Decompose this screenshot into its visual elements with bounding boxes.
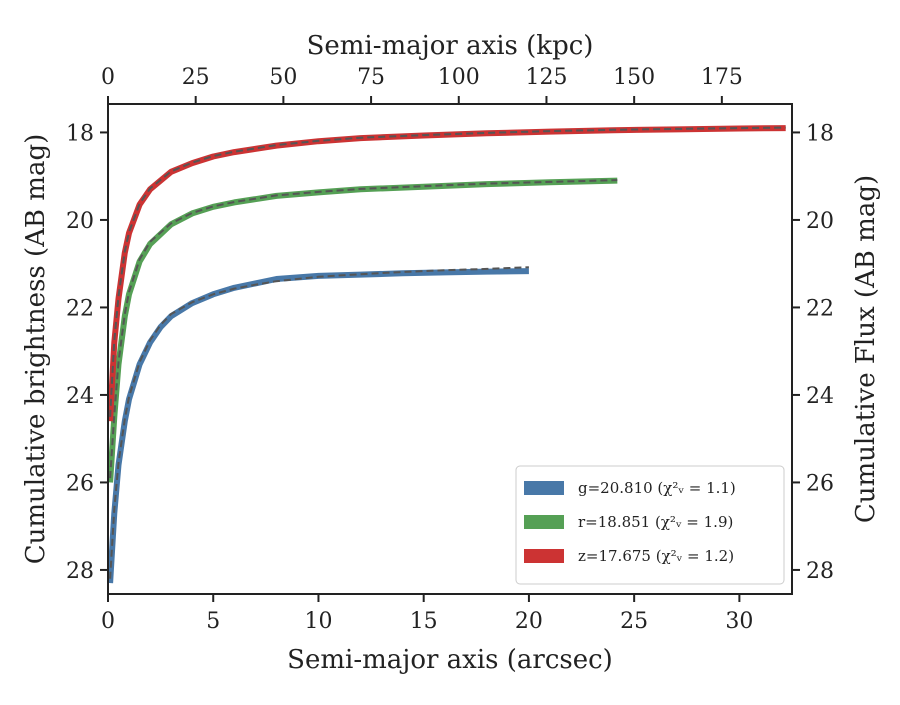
y-axis-right-title: Cumulative Flux (AB mag)	[851, 175, 881, 523]
y-right-tick-label: 28	[806, 559, 834, 584]
model-line-g	[109, 266, 529, 579]
x-top-tick-label: 175	[701, 65, 743, 90]
y-right-tick-label: 18	[806, 121, 834, 146]
y-right-tick-label: 22	[806, 296, 834, 321]
x-top-tick-label: 50	[269, 65, 297, 90]
x-tick-label: 30	[725, 609, 753, 634]
y-tick-label: 28	[66, 559, 94, 584]
legend-swatch-r	[524, 515, 564, 529]
legend-box	[515, 465, 785, 585]
legend-label-g: g=20.810 (χ²ᵥ = 1.1)	[578, 479, 736, 497]
plot-frame	[107, 103, 793, 595]
curves-layer	[107, 125, 786, 584]
legend: g=20.810 (χ²ᵥ = 1.1) r=18.851 (χ²ᵥ = 1.9)…	[515, 465, 785, 585]
model-line-z	[109, 126, 786, 417]
y-tick-label: 20	[66, 209, 94, 234]
y-right-tick-label: 20	[806, 209, 834, 234]
x-axis-top-title: Semi-major axis (kpc)	[307, 31, 594, 61]
x-top-tick-label: 25	[182, 65, 210, 90]
legend-label-z: z=17.675 (χ²ᵥ = 1.2)	[578, 547, 734, 565]
x-tick-label: 0	[101, 609, 115, 634]
legend-swatch-z	[524, 549, 564, 563]
x-tick-label: 5	[206, 609, 220, 634]
series-line-r	[107, 177, 618, 483]
x-top-tick-label: 100	[438, 65, 480, 90]
y-tick-label: 24	[66, 384, 94, 409]
model-line-r	[109, 179, 618, 479]
x-top-tick-label: 0	[101, 65, 115, 90]
y-right-tick-label: 24	[806, 384, 834, 409]
x-tick-label: 10	[304, 609, 332, 634]
x-top-tick-label: 125	[525, 65, 567, 90]
x-tick-label: 15	[410, 609, 438, 634]
y-axis-title: Cumulative brightness (AB mag)	[21, 134, 51, 565]
x-top-tick-label: 150	[613, 65, 655, 90]
legend-label-r: r=18.851 (χ²ᵥ = 1.9)	[578, 513, 733, 531]
ticks-layer: 0 5 10 15 20 25 30 0 25 50 75 100 125 150 175 18 18 20 20 2…	[66, 65, 834, 634]
x-tick-label: 20	[515, 609, 543, 634]
x-axis-title: Semi-major axis (arcsec)	[287, 645, 613, 675]
x-tick-label: 25	[620, 609, 648, 634]
legend-swatch-g	[524, 481, 564, 495]
y-tick-label: 22	[66, 296, 94, 321]
y-tick-label: 18	[66, 121, 94, 146]
x-top-tick-label: 75	[357, 65, 385, 90]
y-right-tick-label: 26	[806, 471, 834, 496]
series-line-g	[107, 268, 529, 584]
y-tick-label: 26	[66, 471, 94, 496]
